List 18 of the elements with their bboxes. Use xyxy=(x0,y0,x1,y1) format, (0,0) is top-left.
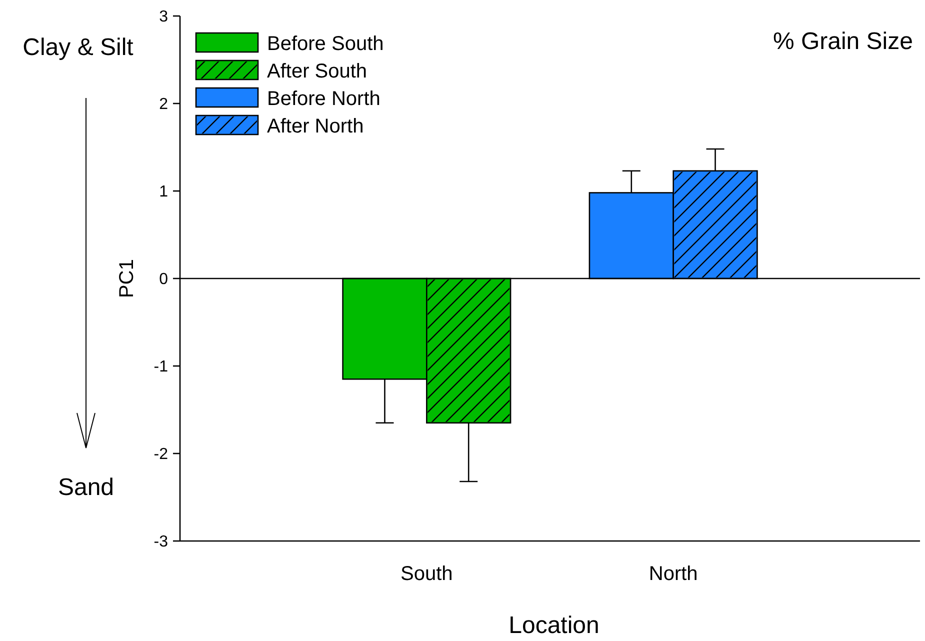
y-tick-label: 1 xyxy=(159,184,168,201)
text: Clay & Silt xyxy=(22,34,134,61)
y-tick-label: -1 xyxy=(154,358,168,376)
y-axis-title: PC1 xyxy=(116,259,138,298)
annotation: % Grain Size xyxy=(772,28,913,55)
legend-label: After South xyxy=(267,60,368,82)
text: Sand xyxy=(58,474,114,501)
y-tick-label: -3 xyxy=(154,534,168,551)
x-tick-label: South xyxy=(400,563,453,585)
legend-label: Before North xyxy=(267,88,380,110)
legend-label: After North xyxy=(267,116,364,138)
x-axis-title: Location xyxy=(508,612,600,639)
y-tick-label: 2 xyxy=(159,96,168,114)
y-tick-label: 0 xyxy=(159,271,168,288)
legend-label: Before South xyxy=(267,33,384,55)
y-tick-label: 3 xyxy=(159,8,168,26)
x-tick-label: North xyxy=(648,563,698,585)
y-tick-label: -2 xyxy=(154,446,168,464)
